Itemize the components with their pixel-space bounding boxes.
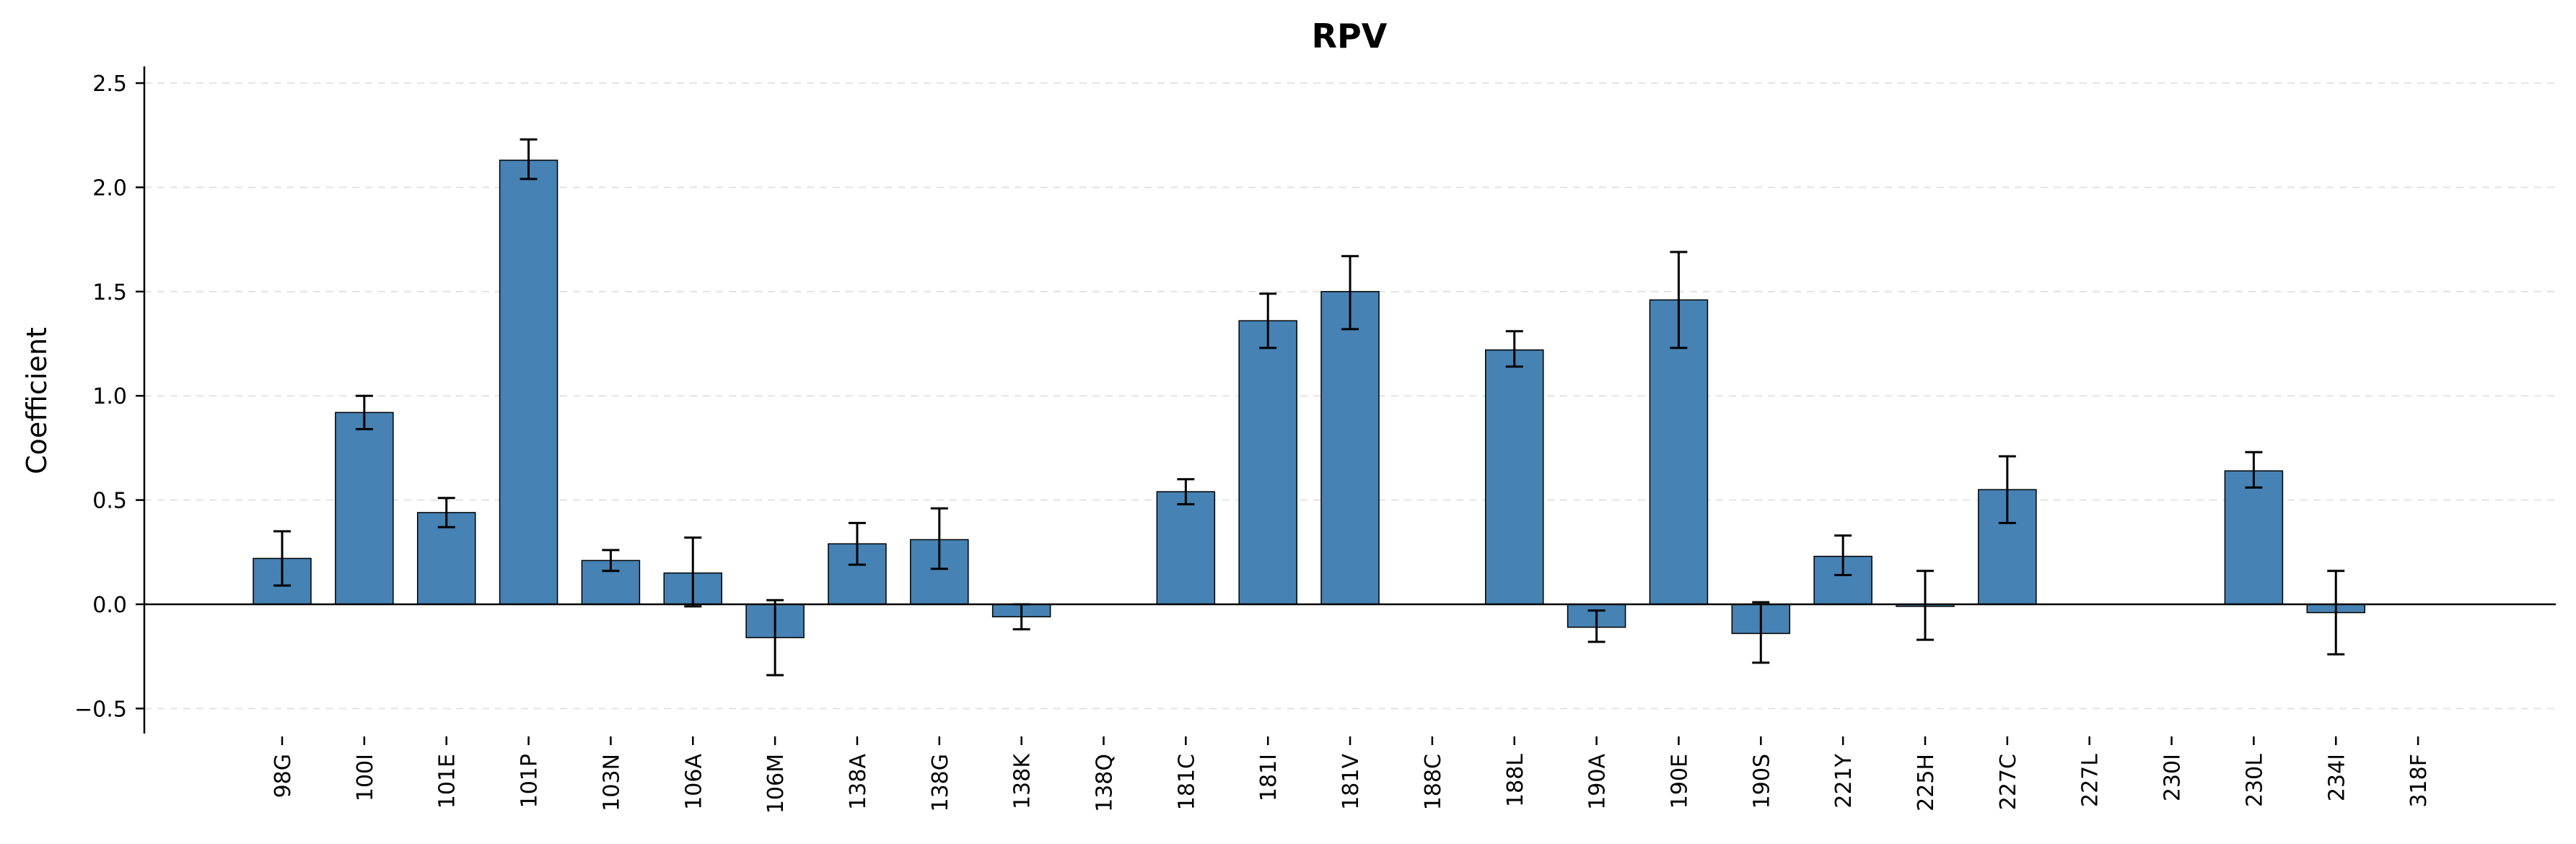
bar-181I xyxy=(1238,320,1297,605)
x-tick-label: 225H xyxy=(1914,754,1939,812)
x-tick-label: 318F xyxy=(2406,754,2432,808)
error-bar-103N xyxy=(602,549,620,573)
x-tick-label: 227C xyxy=(1996,754,2021,810)
error-bar-225H xyxy=(1916,570,1934,641)
error-bar-188L xyxy=(1505,330,1523,368)
x-tick-label: 227L xyxy=(2078,754,2103,807)
y-tick-label: 0.5 xyxy=(92,489,127,514)
y-tick-label: 2.0 xyxy=(92,175,127,201)
bar-181V xyxy=(1320,291,1380,605)
y-tick-label: 1.0 xyxy=(92,384,127,409)
chart-title: RPV xyxy=(1312,17,1388,56)
error-bar-101E xyxy=(437,497,455,528)
x-tick-label: 138Q xyxy=(1092,754,1118,812)
bar-188L xyxy=(1485,349,1544,605)
y-tick-label: 1.5 xyxy=(92,280,127,305)
error-bar-98G xyxy=(273,530,291,587)
error-bar-101P xyxy=(520,138,538,180)
x-tick-label: 98G xyxy=(271,754,296,798)
x-tick-label: 103N xyxy=(599,754,624,812)
x-tick-label: 234I xyxy=(2324,754,2349,801)
error-bar-138A xyxy=(848,521,866,566)
x-tick-label: 190S xyxy=(1749,754,1774,809)
y-tick-label: −0.5 xyxy=(74,697,127,722)
x-tick-label: 230L xyxy=(2242,754,2267,807)
error-bar-100I xyxy=(355,394,373,430)
x-tick-label: 100I xyxy=(353,754,378,801)
x-tick-label: 230I xyxy=(2160,754,2186,801)
x-tick-label: 181V xyxy=(1339,754,1364,810)
error-bar-190S xyxy=(1752,601,1770,664)
error-bar-181V xyxy=(1341,255,1359,331)
error-bar-227C xyxy=(1998,455,2016,524)
error-bar-106M xyxy=(766,599,784,676)
x-tick-label: 106M xyxy=(763,754,789,814)
x-tick-label: 188C xyxy=(1421,754,1446,810)
x-tick-label: 181I xyxy=(1256,754,1282,801)
x-tick-label: 138A xyxy=(846,754,871,810)
y-ticks: −0.5 0.0 0.5 1.0 1.5 2.0 2.5 xyxy=(74,71,144,722)
error-bar-230L xyxy=(2245,451,2263,489)
bar-181C xyxy=(1156,491,1216,605)
x-tick-label: 190A xyxy=(1585,754,1611,810)
bar-230L xyxy=(2224,470,2284,605)
error-bar-234I xyxy=(2327,570,2345,656)
x-tick-label: 106A xyxy=(681,754,706,810)
x-tick-label: 221Y xyxy=(1831,753,1857,808)
bar-100I xyxy=(335,412,394,605)
x-ticks: 98G 100I 101E 101P 103N 106A 106M 138A 138G 138K 1… xyxy=(271,736,2432,814)
y-tick-label: 0.0 xyxy=(92,593,127,618)
error-bar-221Y xyxy=(1834,534,1852,577)
x-tick-label: 101P xyxy=(517,754,543,808)
error-bar-190A xyxy=(1587,609,1605,643)
y-axis-label: Coefficient xyxy=(21,327,53,474)
error-bar-138G xyxy=(930,507,948,570)
x-tick-label: 101E xyxy=(435,754,460,809)
bars xyxy=(253,160,2448,638)
error-bar-181I xyxy=(1259,292,1277,349)
x-tick-label: 190E xyxy=(1667,754,1692,809)
x-tick-label: 138K xyxy=(1010,753,1035,809)
error-bar-190E xyxy=(1670,251,1688,349)
bar-101P xyxy=(499,160,558,605)
x-tick-label: 181C xyxy=(1174,754,1199,810)
error-bar-181C xyxy=(1177,478,1195,505)
x-tick-label: 188L xyxy=(1503,754,1528,807)
y-tick-label: 2.5 xyxy=(92,71,127,97)
x-tick-label: 138G xyxy=(928,754,953,812)
error-bar-106A xyxy=(684,536,702,608)
